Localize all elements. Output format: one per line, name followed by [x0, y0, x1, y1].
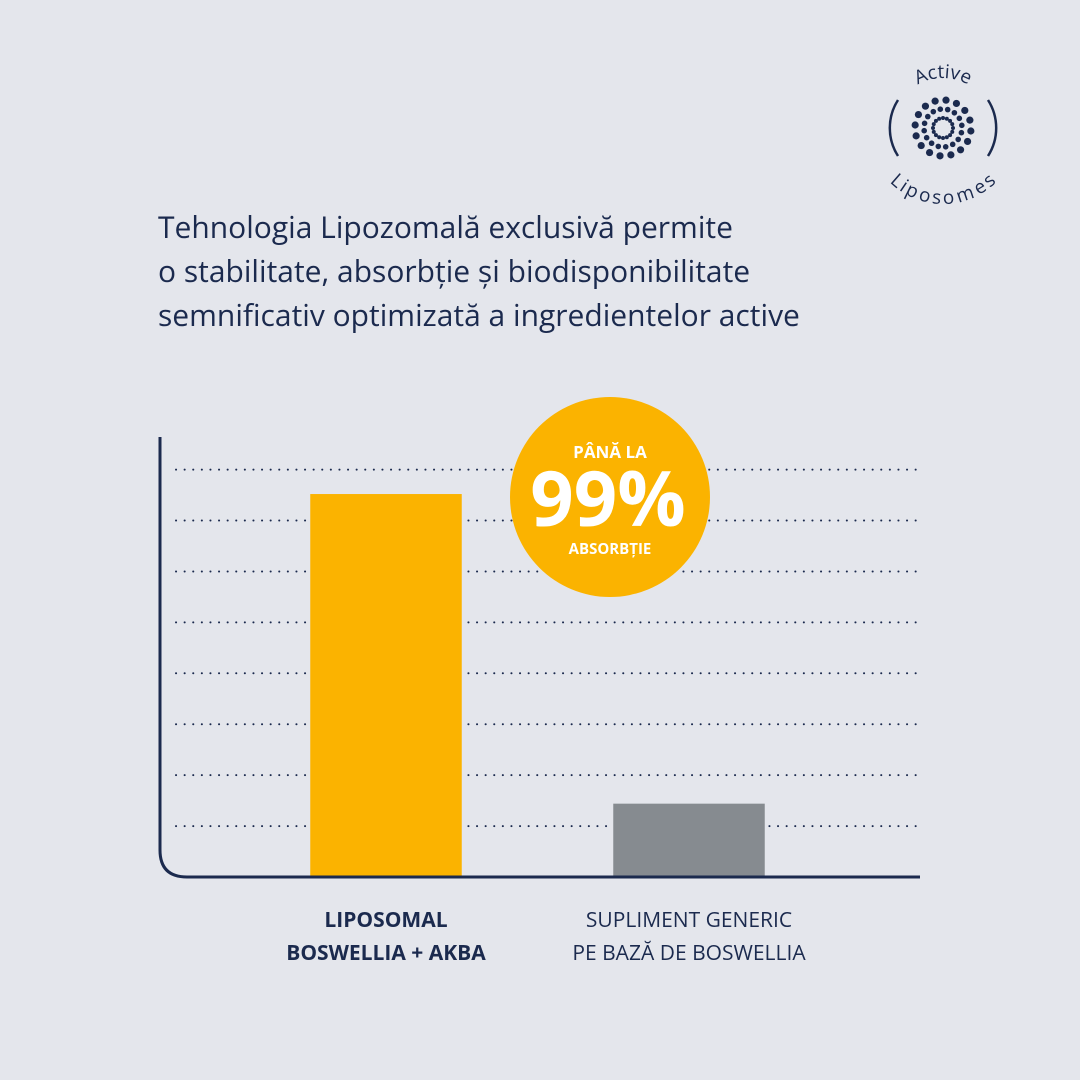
- logo-dot: [924, 113, 931, 120]
- logo-dot: [948, 133, 953, 138]
- logo-dot: [949, 141, 956, 148]
- logo-dot: [944, 135, 949, 140]
- logo-dot: [942, 96, 950, 104]
- logo-dot: [951, 109, 958, 116]
- logo-dot: [921, 127, 927, 134]
- logo-dot: [930, 108, 937, 115]
- logo-dot: [956, 115, 963, 122]
- logo-dot: [967, 127, 975, 135]
- logo-dot: [928, 140, 935, 147]
- axis: [158, 437, 920, 879]
- logo-dot: [944, 106, 951, 113]
- logo-top-path: Active: [910, 58, 977, 90]
- logo-dot: [911, 121, 919, 129]
- logo-dot: [935, 143, 942, 150]
- logo-dot: [963, 137, 972, 146]
- logo-dot: [914, 110, 923, 119]
- logo-dot: [961, 106, 969, 115]
- logo-dot: [950, 129, 955, 134]
- badge-bottom: ABSORBȚIE: [569, 539, 652, 559]
- logo-dot: [923, 134, 930, 141]
- logo-arc: [888, 99, 900, 157]
- logo-dot: [931, 126, 935, 130]
- logo-dot: [941, 136, 945, 140]
- logo-dot: [936, 152, 944, 160]
- logo-dot: [931, 129, 936, 134]
- category-label: SUPLIMENT GENERIC PE BAZĂ DE BOSWELLIA: [572, 906, 806, 967]
- logo-dot: [937, 106, 944, 112]
- logo-dot: [931, 122, 936, 127]
- logo-dot: [937, 116, 942, 121]
- logo-dot: [921, 120, 928, 127]
- logo-dot: [937, 135, 942, 140]
- badge-value: 99%: [530, 446, 685, 549]
- logo-dot: [944, 116, 949, 121]
- logo-arc: [986, 99, 998, 157]
- title-line: semnificativ optimizată a ingredientelor…: [158, 294, 800, 335]
- logo-dot: [966, 116, 974, 124]
- logo-dot: [933, 133, 938, 138]
- bar: [613, 803, 765, 877]
- logo-bottom-text: Liposomes: [885, 167, 1000, 210]
- logo-bottom-path: Liposomes: [885, 167, 1000, 210]
- logo-dot: [956, 146, 965, 154]
- logo: Active Liposomes: [885, 58, 1000, 210]
- logo-dot: [921, 102, 930, 110]
- logo-dot: [947, 151, 955, 159]
- logo-dot: [942, 144, 949, 150]
- logo-dot: [948, 118, 953, 123]
- badge: PÂNĂ LA 99% ABSORBȚIE: [510, 397, 710, 597]
- logo-dot: [959, 122, 965, 129]
- logo-dot: [917, 141, 925, 150]
- logo-dot: [933, 118, 938, 123]
- logo-dot: [952, 99, 961, 108]
- logo-dot: [931, 97, 939, 105]
- logo-dot: [958, 129, 965, 136]
- logo-dot: [912, 132, 920, 140]
- logo-top-text: Active: [910, 58, 977, 90]
- category-label: LIPOSOMAL BOSWELLIA + AKBA: [286, 906, 486, 967]
- logo-dot: [951, 126, 955, 130]
- logo-dot: [941, 116, 945, 120]
- logo-dot: [925, 148, 934, 157]
- badge-top: PÂNĂ LA: [573, 440, 647, 463]
- grid: [175, 468, 921, 828]
- badge-circle: [510, 397, 710, 597]
- logo-dot: [955, 136, 962, 143]
- bar: [310, 494, 462, 877]
- title-line: o stabilitate, absorbție și biodisponibi…: [158, 250, 750, 291]
- bars: [310, 494, 765, 877]
- logo-dot: [950, 122, 955, 127]
- title-line: Tehnologia Lipozomală exclusivă permite: [158, 206, 733, 247]
